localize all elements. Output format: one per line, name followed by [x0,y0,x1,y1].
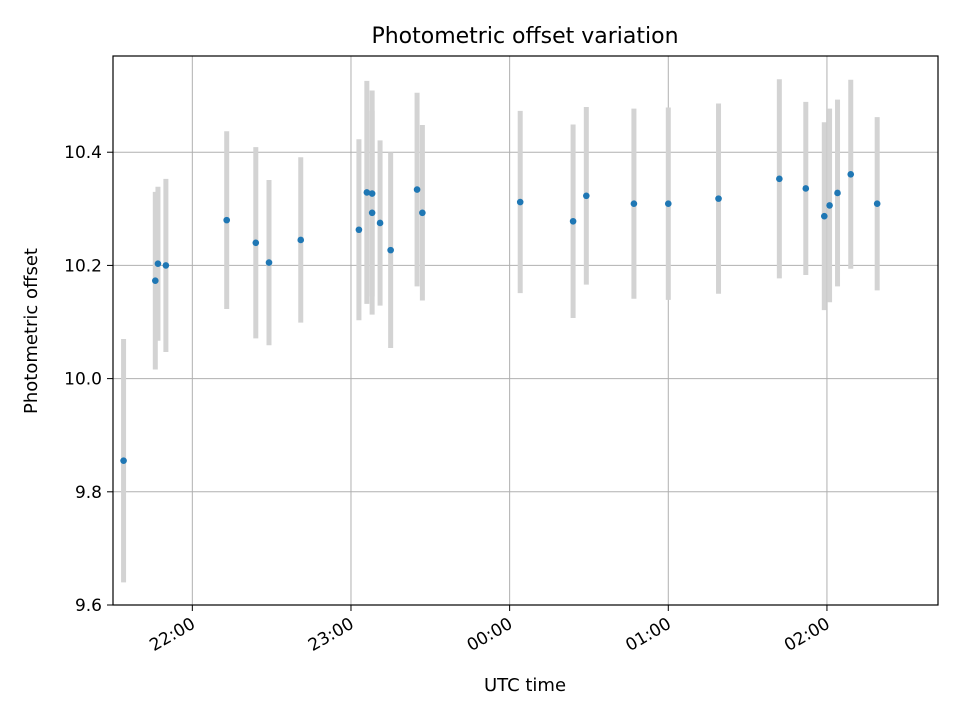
x-tick-label: 23:00 [305,614,357,656]
data-point [387,246,394,254]
data-point [154,260,162,268]
data-point [368,190,376,197]
x-tick-label: 22:00 [146,614,198,656]
data-point [265,259,273,266]
data-point [583,192,590,200]
data-point [834,189,841,197]
data-point [152,277,159,284]
markers [120,170,881,464]
y-tick-label: 10.4 [64,143,102,163]
data-point [802,185,810,192]
x-tick-label: 00:00 [464,614,516,656]
data-point [413,186,421,193]
x-tick-label: 01:00 [622,614,674,656]
data-point [826,202,833,209]
y-tick-label: 9.8 [75,483,102,503]
x-axis-label: UTC time [484,675,566,696]
data-point [162,262,170,269]
data-point [363,189,371,196]
y-tick-label: 10.0 [64,370,102,390]
data-point [847,170,855,178]
data-point [776,175,783,183]
grid [113,56,938,606]
plot-background [113,56,938,605]
data-point [569,217,577,225]
chart-title: Photometric offset variation [371,24,678,49]
y-tick-label: 10.2 [64,256,102,276]
data-point [252,239,260,247]
y-tick-label: 9.6 [75,596,102,616]
data-point [630,200,638,208]
data-point [368,209,376,217]
y-axis-label: Photometric offset [21,248,42,414]
data-point [376,219,384,227]
data-point [223,216,231,224]
data-point [419,209,426,217]
data-point [516,198,524,206]
x-tick-label: 02:00 [781,614,833,656]
data-point [120,457,127,464]
data-point [664,200,672,208]
data-point [873,200,881,208]
data-point [820,212,828,220]
data-point [355,226,363,234]
plot-frame [112,55,939,606]
data-point [715,195,722,202]
data-point [297,236,305,244]
